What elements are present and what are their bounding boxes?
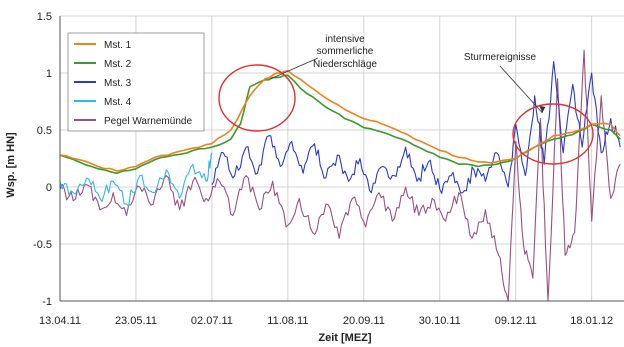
y-tick-label: 0 [46, 182, 52, 194]
annotation-arrowhead [539, 105, 546, 113]
legend-label: Mst. 4 [104, 97, 132, 108]
x-tick-label: 02.07.11 [191, 315, 233, 327]
series-line [59, 152, 213, 207]
y-tick-label: 0.5 [37, 125, 52, 137]
rain-highlight-ellipse [218, 64, 296, 132]
x-tick-label: 23.05.11 [115, 315, 157, 327]
x-tick-label: 30.10.11 [419, 315, 461, 327]
x-tick-labels: 13.04.11 23.05.11 02.07.11 11.08.11 20.09.11… [39, 315, 613, 327]
x-tick-label: 09.12.11 [495, 315, 537, 327]
x-tick-label: 20.09.11 [343, 315, 385, 327]
y-tick-label: 1.5 [37, 11, 52, 23]
y-tick-label: 1 [46, 68, 52, 80]
axes [59, 16, 624, 302]
series-line [59, 69, 621, 172]
legend-label: Mst. 3 [104, 78, 132, 89]
y-tick-label: -0.5 [33, 239, 52, 251]
annotation-rain-line-1: intensive [325, 34, 365, 45]
annotation-pointer [499, 65, 543, 114]
y-tick-labels: 1.5 1 0.5 0 -0.5 -1 [33, 11, 52, 308]
x-tick-label: 18.01.12 [570, 315, 613, 327]
storm-highlight-ellipse [512, 103, 594, 165]
y-tick-label: -1 [42, 296, 52, 308]
legend: Mst. 1 Mst. 2 Mst. 3 Mst. 4 Pegel Warnemünde [67, 32, 205, 132]
series-line [211, 61, 621, 194]
annotations: intensive sommerliche Niederschläge Stur… [313, 34, 537, 70]
x-tick-label: 13.04.11 [39, 315, 81, 327]
annotation-rain-line-3: Niederschläge [313, 59, 377, 70]
annotation-storm: Sturmereignisse [464, 52, 537, 63]
annotation-rain-line-2: sommerliche [317, 46, 374, 57]
x-axis-title: Zeit [MEZ] [318, 332, 371, 344]
x-tick-label: 11.08.11 [267, 315, 308, 327]
annotation-ellipses [218, 57, 594, 165]
legend-label: Pegel Warnemünde [104, 116, 192, 127]
series-layer [59, 49, 621, 302]
annotation-pointer [270, 57, 319, 80]
legend-label: Mst. 1 [104, 40, 132, 51]
y-axis-title: Wsp. [m HN] [5, 132, 17, 198]
legend-label: Mst. 2 [104, 59, 132, 70]
